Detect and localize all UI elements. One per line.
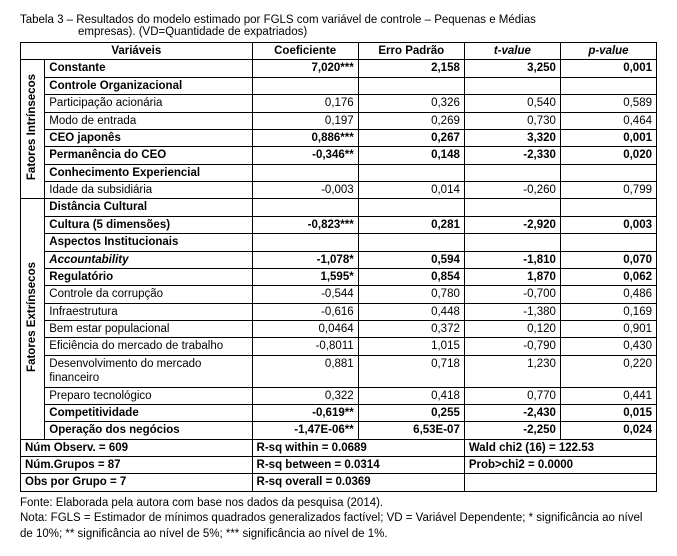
row-ceojap: CEO japonês 0,886*** 0,267 3,320 0,001 bbox=[21, 129, 657, 146]
footnote-fonte: Fonte: Elaborada pela autora com base no… bbox=[20, 496, 657, 512]
row-idade: Idade da subsidiária -0,003 0,014 -0,260… bbox=[21, 182, 657, 199]
summary-row-2: Núm.Grupos = 87 R-sq between = 0.0314 Pr… bbox=[21, 457, 657, 474]
th-se: Erro Padrão bbox=[358, 43, 464, 60]
side-extrinsecos: Fatores Extrínsecos bbox=[21, 199, 45, 439]
row-grp-inst: Aspectos Institucionais bbox=[21, 234, 657, 251]
row-oper: Operação dos negócios -1,47E-06** 6,53E-… bbox=[21, 422, 657, 439]
row-corrup: Controle da corrupção -0,544 0,780 -0,70… bbox=[21, 286, 657, 303]
th-t: t-value bbox=[464, 43, 560, 60]
row-grp-ctrl: Controle Organizacional bbox=[21, 77, 657, 94]
row-infra: Infraestrutura -0,616 0,448 -1,380 0,169 bbox=[21, 303, 657, 320]
results-table: Variáveis Coeficiente Erro Padrão t-valu… bbox=[20, 42, 657, 492]
th-p: p-value bbox=[560, 43, 656, 60]
th-coef: Coeficiente bbox=[252, 43, 358, 60]
row-grp-conh: Conhecimento Experiencial bbox=[21, 164, 657, 181]
caption-line2: empresas). (VD=Quantidade de expatriados… bbox=[20, 26, 307, 38]
footnote-nota: Nota: FGLS = Estimador de mínimos quadra… bbox=[20, 511, 657, 542]
row-grp-dist: Fatores Extrínsecos Distância Cultural bbox=[21, 199, 657, 216]
row-partic: Participação acionária 0,176 0,326 0,540… bbox=[21, 95, 657, 112]
row-eficmt: Eficiência do mercado de trabalho -0,801… bbox=[21, 338, 657, 355]
row-bemestar: Bem estar populacional 0,0464 0,372 0,12… bbox=[21, 321, 657, 338]
row-compet: Competitividade -0,619** 0,255 -2,430 0,… bbox=[21, 404, 657, 421]
row-preptec: Preparo tecnológico 0,322 0,418 0,770 0,… bbox=[21, 387, 657, 404]
caption-line1: Tabela 3 – Resultados do modelo estimado… bbox=[20, 14, 536, 26]
row-account: Accountability -1,078* 0,594 -1,810 0,07… bbox=[21, 251, 657, 268]
row-permceo: Permanência do CEO -0,346** 0,148 -2,330… bbox=[21, 147, 657, 164]
footnotes: Fonte: Elaborada pela autora com base no… bbox=[20, 496, 657, 543]
row-desmf: Desenvolvimento do mercado financeiro 0,… bbox=[21, 355, 657, 387]
th-var: Variáveis bbox=[21, 43, 253, 60]
summary-row-1: Núm Observ. = 609 R-sq within = 0.0689 W… bbox=[21, 439, 657, 456]
table-caption: Tabela 3 – Resultados do modelo estimado… bbox=[20, 14, 657, 38]
row-constante: Fatores Intrínsecos Constante 7,020*** 2… bbox=[21, 60, 657, 77]
side-intrinsecos: Fatores Intrínsecos bbox=[21, 60, 45, 199]
row-modo: Modo de entrada 0,197 0,269 0,730 0,464 bbox=[21, 112, 657, 129]
row-cult5: Cultura (5 dimensões) -0,823*** 0,281 -2… bbox=[21, 216, 657, 233]
summary-row-3: Obs por Grupo = 7 R-sq overall = 0.0369 bbox=[21, 474, 657, 491]
row-regul: Regulatório 1,595* 0,854 1,870 0,062 bbox=[21, 268, 657, 285]
